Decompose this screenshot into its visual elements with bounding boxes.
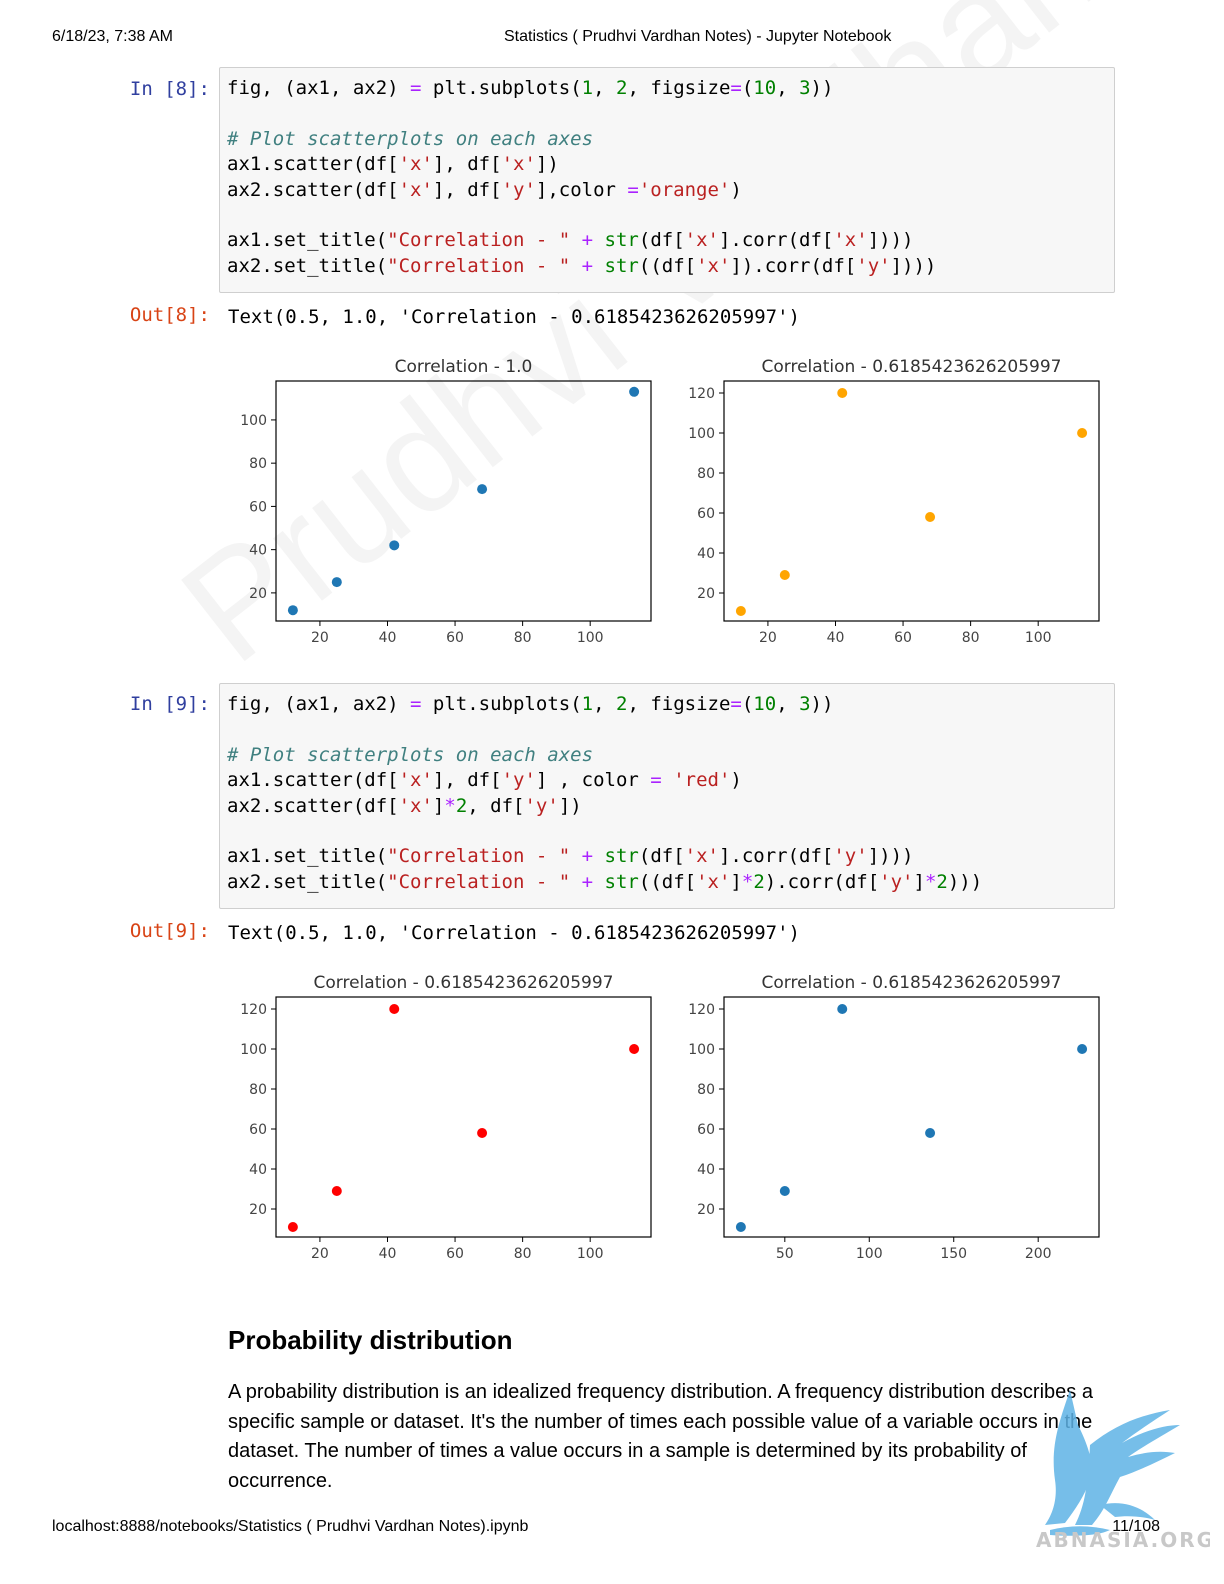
y-tick-label: 80 (249, 1082, 267, 1098)
y-tick-label: 40 (249, 543, 267, 559)
print-footer: localhost:8888/notebooks/Statistics ( Pr… (52, 1518, 1160, 1540)
y-tick-label: 100 (240, 413, 267, 429)
x-tick-label: 100 (1025, 630, 1052, 646)
y-tick-label: 60 (697, 1122, 715, 1138)
x-tick-label: 20 (311, 1246, 329, 1262)
output-text-9: Text(0.5, 1.0, 'Correlation - 0.61854236… (228, 922, 800, 944)
x-tick-label: 100 (577, 630, 604, 646)
markdown-heading: Probability distribution (228, 1325, 513, 1355)
data-point (389, 1004, 400, 1014)
y-tick-label: 100 (688, 1042, 715, 1058)
x-tick-label: 40 (379, 630, 397, 646)
data-point (735, 606, 746, 616)
x-tick-label: 40 (379, 1246, 397, 1262)
x-tick-label: 80 (514, 630, 532, 646)
data-point (925, 1128, 936, 1138)
in-prompt-8: In [8]: (129, 78, 210, 100)
data-point (925, 512, 936, 522)
y-tick-label: 120 (240, 1002, 267, 1018)
out-prompt-9: Out[9]: (129, 920, 210, 942)
data-point (389, 540, 400, 551)
scatter-plot-2: Correlation - 0.6185423626205997 20 40 60 80… (676, 350, 1116, 655)
x-tick-label: 60 (894, 630, 912, 646)
logo-text: ABNASIA.ORG (1036, 1528, 1210, 1552)
plot-frame (275, 380, 652, 622)
data-point (1077, 428, 1088, 438)
in-prompt-9: In [9]: (129, 693, 210, 715)
plot-frame (723, 380, 1100, 622)
scatter-plot-1-svg: Correlation - 1.0 20 40 60 80 100 20 40 60 80 100 (240, 357, 652, 646)
x-tick-label: 40 (827, 630, 845, 646)
chart-title: Correlation - 0.6185423626205997 (762, 357, 1062, 377)
x-tick-label: 150 (940, 1246, 967, 1262)
page-number: 11/108 (1112, 1518, 1160, 1535)
y-tick-label: 60 (697, 506, 715, 522)
y-tick-label: 40 (249, 1162, 267, 1178)
y-tick-label: 120 (688, 1002, 715, 1018)
data-point (779, 1186, 790, 1196)
y-tick-label: 100 (240, 1042, 267, 1058)
data-point (331, 1186, 342, 1196)
x-tick-label: 60 (446, 1246, 464, 1262)
print-header: 6/18/23, 7:38 AM Statistics ( Prudhvi Va… (52, 28, 1172, 50)
output-text-8: Text(0.5, 1.0, 'Correlation - 0.61854236… (228, 306, 800, 328)
chart-title: Correlation - 0.6185423626205997 (314, 973, 614, 993)
data-point (837, 1004, 848, 1014)
data-point (287, 605, 298, 616)
y-tick-label: 80 (697, 1082, 715, 1098)
griffin-logo-icon: ABNASIA.ORG (1036, 1390, 1213, 1552)
x-tick-label: 80 (514, 1246, 532, 1262)
y-tick-label: 40 (697, 1162, 715, 1178)
y-tick-label: 60 (249, 1122, 267, 1138)
y-tick-label: 40 (697, 546, 715, 562)
y-tick-label: 20 (697, 1202, 715, 1218)
chart-title: Correlation - 1.0 (395, 357, 533, 377)
data-point (1077, 1044, 1088, 1054)
chart-title: Correlation - 0.6185423626205997 (762, 973, 1062, 993)
x-tick-label: 20 (759, 630, 777, 646)
code-cell-9[interactable]: fig, (ax1, ax2) = plt.subplots(1, 2, fig… (219, 683, 1115, 909)
data-point (477, 1128, 488, 1138)
data-point (477, 484, 488, 495)
scatter-plot-1: Correlation - 1.0 20 40 60 80 100 20 40 60 80 100 (228, 350, 668, 655)
data-point (735, 1222, 746, 1232)
y-tick-label: 20 (697, 586, 715, 602)
scatter-plot-2-svg: Correlation - 0.6185423626205997 20 40 60 80… (688, 357, 1100, 646)
y-tick-label: 80 (249, 456, 267, 472)
x-tick-label: 50 (776, 1246, 794, 1262)
out-prompt-8: Out[8]: (129, 304, 210, 326)
x-tick-label: 100 (856, 1246, 883, 1262)
markdown-paragraph: A probability distribution is an idealiz… (228, 1381, 1093, 1492)
scatter-plot-3: Correlation - 0.6185423626205997 20 40 60 80… (228, 966, 668, 1271)
x-tick-label: 60 (446, 630, 464, 646)
abnasia-logo: ABNASIA.ORG (1030, 1385, 1213, 1555)
scatter-plot-4-svg: Correlation - 0.6185423626205997 50 100 150… (688, 973, 1100, 1262)
plot-frame (275, 996, 652, 1238)
x-tick-label: 20 (311, 630, 329, 646)
x-tick-label: 200 (1025, 1246, 1052, 1262)
scatter-plot-3-svg: Correlation - 0.6185423626205997 20 40 60 80… (240, 973, 652, 1262)
y-tick-label: 20 (249, 1202, 267, 1218)
data-point (629, 386, 640, 397)
code-cell-8[interactable]: fig, (ax1, ax2) = plt.subplots(1, 2, fig… (219, 67, 1115, 293)
y-tick-label: 100 (688, 426, 715, 442)
data-point (837, 388, 848, 398)
y-tick-label: 60 (249, 499, 267, 515)
x-tick-label: 100 (577, 1246, 604, 1262)
scatter-plot-4: Correlation - 0.6185423626205997 50 100 150… (676, 966, 1116, 1271)
data-point (629, 1044, 640, 1054)
print-url: localhost:8888/notebooks/Statistics ( Pr… (52, 1518, 529, 1535)
y-tick-label: 120 (688, 386, 715, 402)
plot-frame (723, 996, 1100, 1238)
data-point (331, 577, 342, 588)
print-datetime: 6/18/23, 7:38 AM (52, 28, 173, 45)
data-point (779, 570, 790, 580)
data-point (287, 1222, 298, 1232)
print-doc-title: Statistics ( Prudhvi Vardhan Notes) - Ju… (504, 28, 892, 45)
x-tick-label: 80 (962, 630, 980, 646)
y-tick-label: 80 (697, 466, 715, 482)
y-tick-label: 20 (249, 586, 267, 602)
